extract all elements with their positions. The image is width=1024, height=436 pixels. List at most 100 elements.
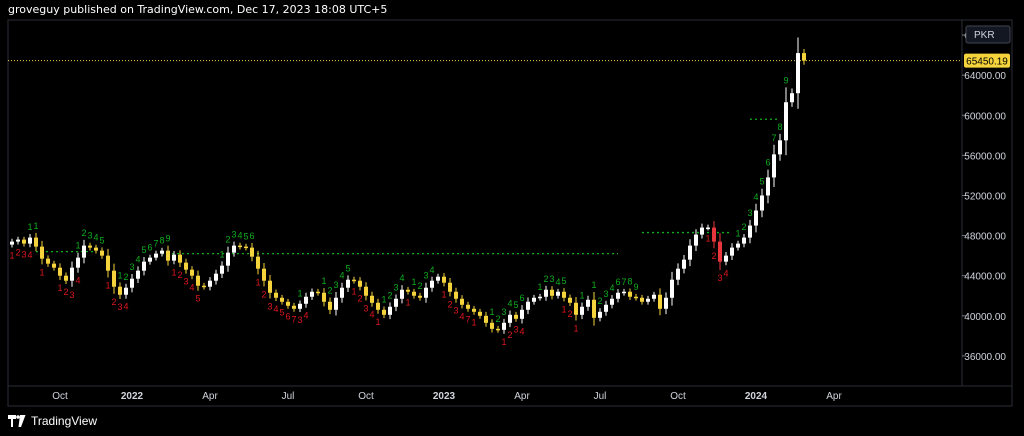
- candle-body: [322, 292, 326, 302]
- candle-body: [754, 210, 758, 226]
- candle-body: [256, 256, 260, 269]
- candle-body: [352, 279, 356, 282]
- setup-down-number: 4: [27, 250, 32, 260]
- candle-body: [460, 298, 464, 305]
- setup-up-number: 5: [141, 245, 146, 255]
- candle-body: [652, 294, 656, 299]
- setup-down-number: 1: [405, 298, 410, 308]
- setup-up-number: 2: [81, 228, 86, 238]
- setup-down-number: 1: [573, 324, 578, 334]
- candle-body: [232, 245, 236, 253]
- candle-body: [634, 296, 638, 299]
- setup-down-number: 2: [711, 251, 716, 261]
- setup-up-number: 1: [489, 307, 494, 317]
- setup-down-number: 3: [363, 303, 368, 313]
- setup-up-number: 1: [219, 249, 224, 259]
- candle-body: [424, 287, 428, 298]
- price-axis-pane: [961, 19, 1013, 387]
- candle-body: [196, 275, 200, 286]
- candle-body: [136, 270, 140, 279]
- setup-down-number: 4: [723, 268, 728, 278]
- candle-body: [178, 254, 182, 263]
- setup-up-number: 5: [99, 235, 104, 245]
- setup-down-number: 5: [279, 308, 284, 318]
- setup-up-number: 5: [561, 276, 566, 286]
- setup-up-number: 2: [417, 281, 422, 291]
- tradingview-footer[interactable]: TradingView: [8, 414, 97, 428]
- setup-up-number: 4: [399, 273, 404, 283]
- candle-body: [316, 291, 320, 294]
- candle-body: [388, 306, 392, 315]
- setup-up-number: 4: [93, 233, 98, 243]
- candle-body: [148, 257, 152, 262]
- setup-down-number: 3: [513, 325, 518, 335]
- candle-body: [430, 280, 434, 288]
- candle-body: [118, 286, 122, 295]
- setup-up-number: 2: [123, 272, 128, 282]
- setup-down-number: 1: [57, 283, 62, 293]
- candle-body: [478, 311, 482, 316]
- candle-body: [772, 154, 776, 178]
- currency-box: [965, 25, 1011, 44]
- candle-body: [802, 53, 806, 61]
- setup-up-number: 9: [165, 234, 170, 244]
- last-price-value: 65450.19: [966, 57, 1008, 68]
- candle-body: [724, 255, 728, 262]
- setup-down-number: 6: [285, 312, 290, 322]
- candle-body: [784, 102, 788, 141]
- setup-up-number: 1: [591, 280, 596, 290]
- candle-body: [34, 237, 38, 247]
- x-tick-label: Jul: [282, 391, 295, 402]
- candle-body: [610, 298, 614, 305]
- setup-down-number: 1: [705, 233, 710, 243]
- setup-down-number: 2: [111, 297, 116, 307]
- setup-down-number: 1: [9, 251, 14, 261]
- x-tick-label: Apr: [826, 391, 842, 402]
- setup-up-number: 6: [147, 243, 152, 253]
- candle-body: [358, 280, 362, 287]
- candle-body: [730, 247, 734, 256]
- setup-up-number: 3: [747, 208, 752, 218]
- x-tick-label: 2023: [433, 391, 456, 402]
- setup-up-number: 1: [579, 290, 584, 300]
- candle-body: [292, 305, 296, 309]
- setup-up-number: 4: [609, 283, 614, 293]
- candle-body: [694, 234, 698, 246]
- candle-body: [742, 237, 746, 244]
- candle-body: [280, 297, 284, 302]
- setup-up-number: 2: [495, 314, 500, 324]
- candle-body: [604, 304, 608, 312]
- candle-body: [214, 273, 218, 281]
- setup-down-number: 3: [297, 315, 302, 325]
- candle-body: [250, 247, 254, 257]
- candle-body: [778, 140, 782, 155]
- candle-body: [526, 301, 530, 310]
- candle-body: [538, 296, 542, 299]
- candle-body: [394, 298, 398, 307]
- setup-up-number: 2: [387, 290, 392, 300]
- setup-down-number: 2: [567, 309, 572, 319]
- candle-body: [670, 279, 674, 298]
- y-tick-label: 64000.00: [964, 71, 1006, 82]
- candle-body: [640, 297, 644, 302]
- setup-up-number: 1: [27, 222, 32, 232]
- setup-up-number: 3: [129, 262, 134, 272]
- candle-body: [502, 322, 506, 330]
- candle-body: [454, 291, 458, 299]
- x-tick-label: Apr: [202, 391, 218, 402]
- setup-down-number: 2: [507, 330, 512, 340]
- candle-body: [562, 291, 566, 298]
- setup-up-number: 2: [741, 222, 746, 232]
- candle-body: [82, 245, 86, 258]
- candle-body: [598, 311, 602, 318]
- setup-up-number: 3: [501, 307, 506, 317]
- x-tick-label: Oct: [52, 391, 68, 402]
- y-tick-label: 48000.00: [964, 232, 1006, 243]
- candle-body: [682, 259, 686, 269]
- setup-up-number: 6: [765, 158, 770, 168]
- setup-up-number: 1: [735, 229, 740, 239]
- candle-body: [238, 245, 242, 248]
- candle-body: [88, 245, 92, 248]
- candle-body: [268, 280, 272, 293]
